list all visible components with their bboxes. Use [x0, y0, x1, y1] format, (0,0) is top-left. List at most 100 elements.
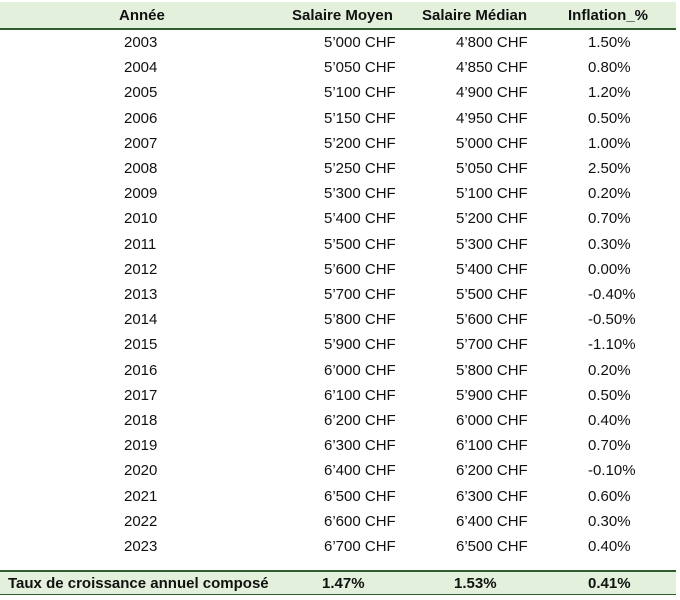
footer-mean-salary-growth[interactable]: 1.47%: [322, 575, 365, 592]
cell-median-salary[interactable]: 6’000 CHF: [456, 412, 528, 429]
cell-inflation[interactable]: 0.50%: [588, 386, 631, 404]
cell-year[interactable]: 2015: [124, 336, 158, 354]
cell-year[interactable]: 2014: [124, 311, 158, 329]
table-row: 2016 6’000 CHF 5’800 CHF 0.20%: [0, 358, 676, 383]
cell-median-salary[interactable]: 6’500 CHF: [456, 538, 528, 555]
cell-year[interactable]: 2020: [124, 462, 158, 480]
table-row: 2011 5’500 CHF 5’300 CHF 0.30%: [0, 232, 676, 257]
footer-label[interactable]: Taux de croissance annuel composé: [8, 575, 269, 592]
cell-year[interactable]: 2016: [124, 361, 158, 379]
cell-year[interactable]: 2018: [124, 412, 158, 429]
cell-median-salary[interactable]: 5’700 CHF: [456, 336, 528, 354]
cell-mean-salary[interactable]: 6’700 CHF: [324, 538, 396, 555]
cell-year[interactable]: 2013: [124, 286, 158, 303]
cell-mean-salary[interactable]: 6’400 CHF: [324, 462, 396, 480]
column-header-inflation[interactable]: Inflation_%: [568, 7, 649, 24]
cell-inflation[interactable]: 0.50%: [588, 109, 631, 127]
cell-mean-salary[interactable]: 6’100 CHF: [324, 386, 396, 404]
cell-mean-salary[interactable]: 5’400 CHF: [324, 210, 396, 228]
cell-mean-salary[interactable]: 6’200 CHF: [324, 412, 396, 429]
cell-median-salary[interactable]: 5’000 CHF: [456, 134, 528, 152]
cell-year[interactable]: 2003: [124, 34, 158, 51]
column-header-year[interactable]: Année: [119, 7, 165, 24]
cell-inflation[interactable]: 0.70%: [588, 210, 631, 228]
cell-inflation[interactable]: 0.40%: [588, 538, 631, 555]
cell-median-salary[interactable]: 5’500 CHF: [456, 286, 528, 303]
cell-inflation[interactable]: 0.20%: [588, 185, 631, 203]
cell-median-salary[interactable]: 4’800 CHF: [456, 34, 528, 51]
table-row: 2008 5’250 CHF 5’050 CHF 2.50%: [0, 156, 676, 181]
cell-mean-salary[interactable]: 6’500 CHF: [324, 487, 396, 505]
cell-median-salary[interactable]: 4’850 CHF: [456, 59, 528, 77]
cell-inflation[interactable]: 0.30%: [588, 512, 631, 530]
cell-year[interactable]: 2004: [124, 59, 158, 77]
cell-median-salary[interactable]: 5’100 CHF: [456, 185, 528, 203]
cell-inflation[interactable]: -1.10%: [588, 336, 636, 354]
cell-mean-salary[interactable]: 5’300 CHF: [324, 185, 396, 203]
cell-inflation[interactable]: 0.30%: [588, 235, 631, 253]
table-row: 2010 5’400 CHF 5’200 CHF 0.70%: [0, 206, 676, 231]
cell-median-salary[interactable]: 5’050 CHF: [456, 160, 528, 177]
cell-year[interactable]: 2006: [124, 109, 158, 127]
cell-inflation[interactable]: 0.00%: [588, 260, 631, 278]
cell-year[interactable]: 2009: [124, 185, 158, 203]
cell-inflation[interactable]: 1.50%: [588, 34, 631, 51]
cell-mean-salary[interactable]: 5’050 CHF: [324, 59, 396, 77]
cell-mean-salary[interactable]: 6’600 CHF: [324, 512, 396, 530]
cell-year[interactable]: 2010: [124, 210, 158, 228]
cell-mean-salary[interactable]: 5’700 CHF: [324, 286, 396, 303]
cell-median-salary[interactable]: 5’400 CHF: [456, 260, 528, 278]
cell-year[interactable]: 2023: [124, 538, 158, 555]
footer-inflation-growth[interactable]: 0.41%: [588, 575, 631, 592]
cell-year[interactable]: 2008: [124, 160, 158, 177]
cell-inflation[interactable]: 2.50%: [588, 160, 631, 177]
cell-year[interactable]: 2019: [124, 437, 158, 455]
cell-median-salary[interactable]: 5’300 CHF: [456, 235, 528, 253]
cell-year[interactable]: 2022: [124, 512, 158, 530]
cell-inflation[interactable]: 0.80%: [588, 59, 631, 77]
column-header-mean-salary[interactable]: Salaire Moyen: [292, 7, 393, 24]
cell-mean-salary[interactable]: 5’800 CHF: [324, 311, 396, 329]
cell-year[interactable]: 2011: [124, 235, 157, 253]
cell-year[interactable]: 2012: [124, 260, 158, 278]
cell-median-salary[interactable]: 6’300 CHF: [456, 487, 528, 505]
cell-mean-salary[interactable]: 5’200 CHF: [324, 134, 396, 152]
cell-inflation[interactable]: 0.70%: [588, 437, 631, 455]
cell-mean-salary[interactable]: 6’000 CHF: [324, 361, 396, 379]
cell-mean-salary[interactable]: 5’600 CHF: [324, 260, 396, 278]
cell-median-salary[interactable]: 6’200 CHF: [456, 462, 528, 480]
cell-year[interactable]: 2007: [124, 134, 158, 152]
cell-year[interactable]: 2005: [124, 84, 158, 102]
cell-inflation[interactable]: -0.40%: [588, 286, 636, 303]
cell-mean-salary[interactable]: 5’100 CHF: [324, 84, 396, 102]
cell-median-salary[interactable]: 6’100 CHF: [456, 437, 528, 455]
cell-mean-salary[interactable]: 5’250 CHF: [324, 160, 396, 177]
cell-median-salary[interactable]: 4’900 CHF: [456, 84, 528, 102]
cell-mean-salary[interactable]: 5’500 CHF: [324, 235, 396, 253]
cell-median-salary[interactable]: 5’900 CHF: [456, 386, 528, 404]
cell-inflation[interactable]: 1.20%: [588, 84, 631, 102]
cell-inflation[interactable]: 0.60%: [588, 487, 631, 505]
cell-median-salary[interactable]: 6’400 CHF: [456, 512, 528, 530]
cell-inflation[interactable]: -0.50%: [588, 311, 636, 329]
cell-year[interactable]: 2021: [124, 487, 158, 505]
table-footer: Taux de croissance annuel composé 1.47% …: [0, 570, 676, 595]
cell-mean-salary[interactable]: 6’300 CHF: [324, 437, 396, 455]
cell-inflation[interactable]: 0.40%: [588, 412, 631, 429]
table-row: 2007 5’200 CHF 5’000 CHF 1.00%: [0, 131, 676, 156]
cell-year[interactable]: 2017: [124, 386, 158, 404]
cell-mean-salary[interactable]: 5’000 CHF: [324, 34, 396, 51]
cell-inflation[interactable]: -0.10%: [588, 462, 636, 480]
cell-inflation[interactable]: 1.00%: [588, 134, 631, 152]
cell-median-salary[interactable]: 5’200 CHF: [456, 210, 528, 228]
cell-inflation[interactable]: 0.20%: [588, 361, 631, 379]
cell-median-salary[interactable]: 4’950 CHF: [456, 109, 528, 127]
table-row: 2015 5’900 CHF 5’700 CHF -1.10%: [0, 332, 676, 357]
footer-median-salary-growth[interactable]: 1.53%: [454, 575, 497, 592]
cell-mean-salary[interactable]: 5’900 CHF: [324, 336, 396, 354]
cell-median-salary[interactable]: 5’600 CHF: [456, 311, 528, 329]
column-header-median-salary[interactable]: Salaire Médian: [422, 7, 528, 24]
cell-median-salary[interactable]: 5’800 CHF: [456, 361, 528, 379]
cell-mean-salary[interactable]: 5’150 CHF: [324, 109, 396, 127]
